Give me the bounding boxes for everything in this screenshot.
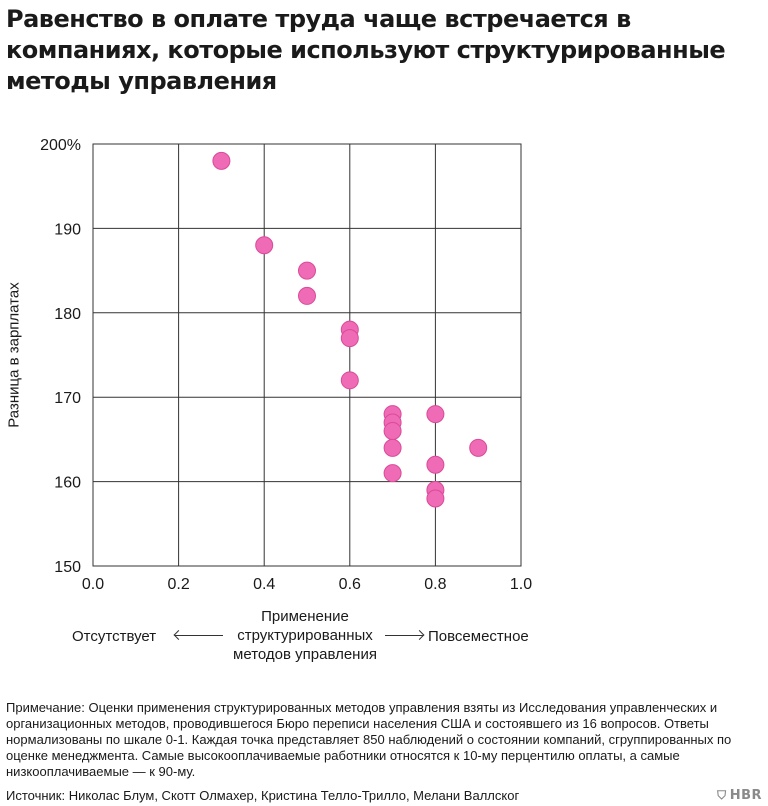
- x-tick-label: 0.2: [167, 576, 189, 593]
- x-tick-label: 0.8: [424, 576, 446, 593]
- hbr-logo: ⛉ HBR: [717, 788, 762, 803]
- right-arrow-icon: [385, 635, 423, 636]
- x-axis-label-line-2: структурированных: [237, 627, 373, 644]
- y-tick-label: 200%: [40, 137, 81, 154]
- data-point: [298, 286, 316, 305]
- y-tick-label: 190: [54, 221, 81, 238]
- data-point: [383, 421, 402, 440]
- left-arrow-icon: [175, 635, 223, 636]
- data-point: [426, 489, 445, 508]
- chart-title: Равенство в оплате труда чаще встречаетс…: [6, 5, 726, 95]
- x-axis-label: Применение структурированных методов упр…: [233, 607, 377, 664]
- x-axis-label-line-3: методов управления: [233, 646, 377, 663]
- x-axis-right-label: Повсеместное: [428, 628, 529, 645]
- data-point: [212, 151, 231, 170]
- x-tick-label: 0.6: [339, 576, 361, 593]
- data-point: [340, 371, 359, 390]
- shield-icon: ⛉: [717, 788, 727, 802]
- y-axis-label: Разница в зарплатах: [5, 282, 23, 428]
- y-tick-label: 150: [54, 559, 81, 576]
- y-tick-label: 160: [54, 475, 81, 492]
- x-axis-label-line-1: Применение: [261, 608, 349, 625]
- x-tick-label: 0.4: [253, 576, 275, 593]
- x-axis-left-label: Отсутствует: [72, 628, 157, 645]
- chart-note: Примечание: Оценки применения структурир…: [6, 700, 732, 779]
- plot-frame: [92, 143, 522, 567]
- y-tick-label: 170: [54, 390, 81, 407]
- x-tick-label: 1.0: [510, 576, 532, 593]
- data-point: [469, 438, 488, 457]
- data-point: [383, 464, 402, 483]
- data-point: [298, 261, 316, 280]
- data-point: [340, 329, 359, 348]
- y-tick-label: 180: [54, 306, 81, 323]
- brand-label: HBR: [729, 788, 762, 803]
- data-point: [383, 438, 402, 457]
- data-point: [426, 405, 445, 424]
- data-point: [426, 455, 445, 474]
- x-tick-label: 0.0: [82, 576, 104, 593]
- data-point: [255, 236, 274, 255]
- chart-source: Источник: Николас Блум, Скотт Олмахер, К…: [6, 788, 520, 803]
